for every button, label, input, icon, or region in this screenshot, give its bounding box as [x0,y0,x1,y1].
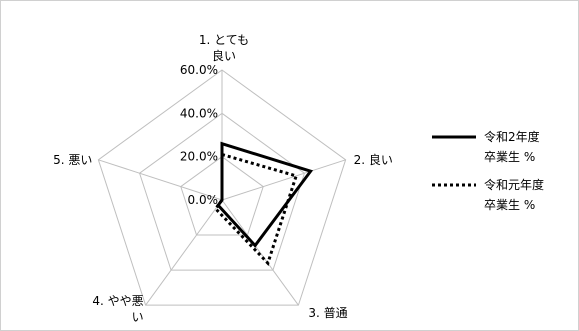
category-label-4: 4. やや悪い [92,294,143,324]
category-label-1: 1. とても良い [199,33,249,63]
radar-spokes [98,70,346,306]
category-label-3: 3. 普通 [308,306,347,320]
category-label-5: 5. 悪い [53,153,92,167]
grid-ring-1 [180,156,264,236]
spoke-3 [221,199,299,306]
series-line-2 [213,152,299,266]
tick-label-3: 60.0% [180,63,218,77]
legend-label-1: 令和2年度卒業生 % [484,129,540,164]
legend: 令和2年度卒業生 % 令和元年度卒業生 % [432,129,544,212]
grid-ring-2 [138,112,306,271]
legend-label-2: 令和元年度卒業生 % [484,177,544,212]
category-label-2: 2. 良い [354,152,393,167]
radar-grid [97,69,347,306]
spoke-5 [98,159,223,201]
tick-label-1: 20.0% [180,150,218,164]
spoke-4 [145,199,223,306]
radar-series [213,141,314,266]
grid-ring-3 [97,69,347,306]
radial-tick-labels: 0.0% 20.0% 40.0% 60.0% [180,63,218,207]
category-labels: 1. とても良い 2. 良い 3. 普通 4. やや悪い 5. 悪い [53,33,393,324]
spoke-2 [221,159,346,201]
tick-label-0: 0.0% [188,193,219,207]
tick-label-2: 40.0% [180,106,218,120]
series-line-1 [216,141,314,248]
